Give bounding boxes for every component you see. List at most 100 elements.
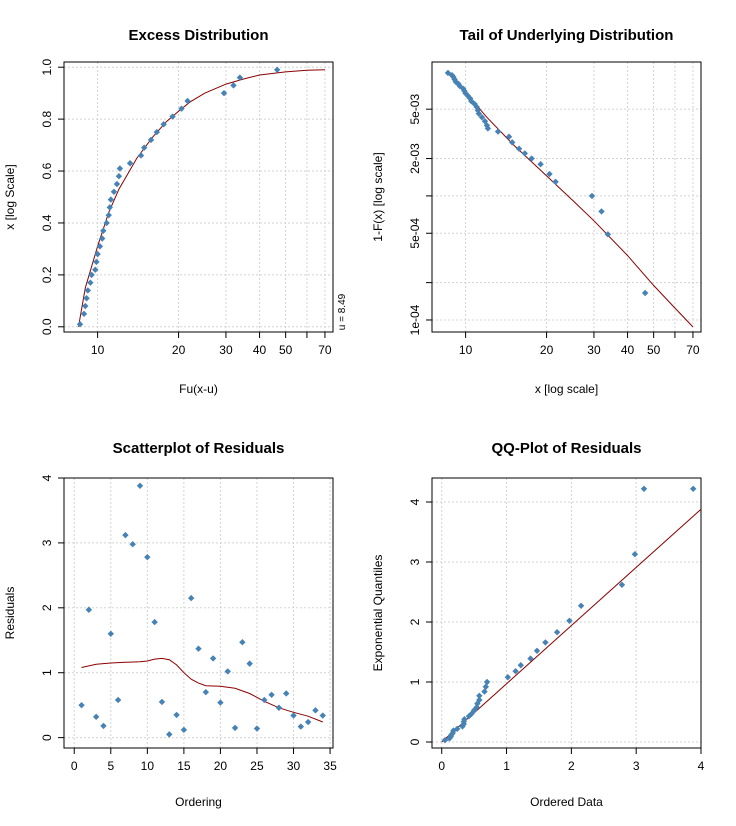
chart-title: Tail of Underlying Distribution (460, 27, 674, 44)
x-tick-label: 30 (287, 759, 301, 773)
data-point (80, 310, 88, 318)
y-tick-label: 2 (40, 604, 54, 611)
data-point (115, 173, 123, 180)
x-tick-label: 25 (250, 759, 264, 773)
x-tick-label: 10 (459, 343, 473, 357)
y-tick-label: 0.6 (40, 162, 54, 179)
x-tick-label: 40 (253, 343, 267, 357)
data-point (273, 66, 281, 73)
data-point (178, 105, 185, 112)
chart-title: Excess Distribution (128, 27, 268, 44)
x-tick-label: 70 (318, 343, 332, 357)
fitted-curve (441, 508, 702, 743)
data-point (253, 725, 261, 732)
data-point (641, 289, 649, 297)
data-point (147, 136, 155, 144)
data-point (103, 219, 110, 227)
data-point (283, 690, 290, 697)
data-point (107, 196, 115, 203)
data-point (195, 645, 202, 652)
data-point (100, 722, 107, 730)
y-tick-label: 0.8 (40, 110, 54, 127)
data-point (455, 80, 462, 88)
data-point (553, 629, 561, 636)
data-point (452, 78, 460, 86)
data-point (83, 295, 90, 302)
x-axis-label: x [log scale] (535, 382, 598, 396)
data-point (521, 150, 529, 157)
data-point (173, 711, 180, 719)
data-point (94, 250, 101, 258)
y-tick-label: 1.0 (40, 59, 54, 76)
x-tick-label: 15 (177, 759, 191, 773)
data-point (459, 723, 466, 730)
plot-frame (63, 61, 334, 333)
fitted-curve (446, 71, 694, 328)
plot-frame (431, 477, 702, 749)
data-point (508, 139, 516, 146)
x-tick-label: 5 (107, 759, 114, 773)
data-point (261, 696, 268, 704)
data-point (76, 321, 84, 328)
data-point (140, 144, 148, 151)
data-point (470, 707, 478, 714)
y-axis-label: 1-F(x) [log scale] (371, 152, 385, 241)
x-tick-label: 30 (219, 343, 233, 357)
data-point (494, 128, 502, 135)
data-point (598, 208, 605, 215)
data-point (475, 110, 483, 117)
data-point (527, 655, 534, 662)
data-point (184, 97, 191, 105)
data-point (78, 701, 85, 709)
data-point (441, 737, 449, 744)
data-point (542, 639, 549, 646)
data-point (166, 731, 173, 738)
data-point (92, 266, 99, 273)
data-point (476, 692, 483, 699)
x-tick-label: 30 (587, 343, 601, 357)
data-point (290, 712, 297, 719)
data-point (107, 630, 114, 637)
y-tick-label: 4 (40, 474, 54, 481)
data-point (690, 485, 697, 492)
data-point (461, 716, 468, 723)
data-point (640, 485, 648, 492)
y-axis-label: Residuals (3, 587, 17, 640)
x-tick-label: 50 (279, 343, 293, 357)
data-point (106, 204, 114, 211)
chart-panel-3: 0 5 10 15 20 25 30 35 0 1 2 3 4 Scatterplot of Residu… (3, 440, 337, 809)
chart-panel-1: 10 20 30 40 50 70 0.0 0.2 0.4 0.6 0.8 1.0 Excess Dis… (3, 27, 348, 396)
data-point (105, 211, 112, 219)
chart-panel-2: 10 20 30 40 50 70 1e-04 5e-04 2e-03 5e-03 Tail of … (371, 27, 702, 396)
data-point (275, 704, 283, 711)
data-point (618, 581, 626, 588)
x-tick-label: 70 (686, 343, 700, 357)
data-point (88, 271, 95, 279)
data-point (160, 121, 167, 128)
data-point (546, 170, 553, 178)
data-point (588, 192, 596, 200)
data-point (304, 718, 312, 726)
data-point (122, 531, 129, 539)
data-point (528, 155, 535, 162)
x-tick-label: 10 (141, 759, 155, 773)
y-tick-label: 2 (408, 618, 422, 625)
y-axis-label: x [log Scale] (3, 164, 17, 229)
data-point (153, 128, 161, 136)
x-axis-label: Fu(x-u) (179, 382, 218, 396)
x-tick-label: 4 (698, 759, 705, 773)
data-point (169, 113, 176, 120)
x-tick-label: 1 (503, 759, 510, 773)
y-tick-label: 3 (40, 539, 54, 546)
data-point (577, 602, 585, 609)
data-point (158, 698, 166, 706)
data-point (129, 541, 136, 548)
threshold-annotation: u = 8.49 (337, 293, 348, 330)
y-tick-label: 2e-03 (408, 143, 422, 174)
data-point (110, 188, 118, 196)
data-point (515, 145, 523, 152)
data-point (187, 594, 195, 602)
data-point (454, 725, 461, 732)
data-point (481, 688, 488, 695)
